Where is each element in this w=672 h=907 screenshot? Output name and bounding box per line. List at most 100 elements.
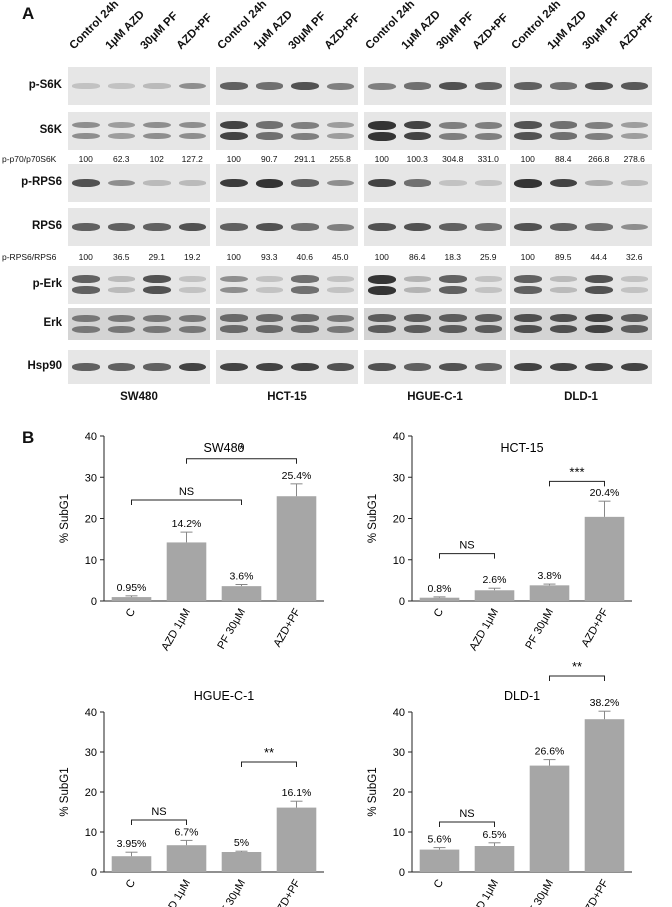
blot-band [291, 362, 319, 372]
blot-band [514, 131, 542, 141]
significance-bracket [186, 458, 297, 464]
significance-bracket [241, 761, 297, 767]
blot-band [178, 362, 206, 372]
blot-band [107, 179, 135, 187]
blot-strip [510, 266, 652, 304]
blot-strip [216, 208, 358, 246]
bar [221, 852, 262, 872]
blot-band [255, 121, 283, 129]
data-label: 3.6% [230, 571, 254, 583]
ratio-value: 304.8 [442, 154, 464, 164]
blot-band [439, 325, 467, 333]
blot-band [326, 132, 354, 140]
significance-label: ** [572, 659, 582, 674]
y-tick-label: 30 [393, 747, 405, 759]
blot-strip [216, 266, 358, 304]
data-label: 6.5% [483, 829, 507, 841]
blot-band [326, 121, 354, 129]
bar [111, 856, 152, 872]
ratio-value: 86.4 [408, 252, 426, 262]
blot-band [326, 82, 354, 90]
bar [419, 597, 460, 601]
bar [584, 719, 625, 872]
category-label: AZD 1μM [159, 878, 193, 907]
blot-band [585, 223, 613, 231]
ratio-value: 32.6 [625, 252, 643, 262]
blot-band [143, 363, 171, 371]
category-label: C [124, 877, 138, 890]
blot-band [368, 82, 396, 90]
blot-strip [364, 164, 506, 202]
bar [276, 807, 317, 872]
significance-bracket [131, 819, 187, 825]
significance-label: ** [264, 745, 274, 760]
blot-band [178, 121, 206, 129]
blot-strip [216, 67, 358, 105]
blot-band [474, 325, 502, 333]
blot-band [620, 132, 648, 140]
blot-strip [68, 112, 210, 150]
category-label: PF 30μM [215, 878, 248, 907]
blot-band [326, 287, 354, 293]
blot-band [255, 314, 283, 322]
blot-band [439, 223, 467, 231]
data-label: 6.7% [175, 826, 199, 838]
ratio-value: 100 [78, 154, 93, 164]
bar [474, 590, 515, 601]
blot-band [514, 178, 542, 188]
ratio-value: 18.3 [444, 252, 462, 262]
chart-title: HCT-15 [500, 441, 543, 455]
blot-band [439, 121, 467, 129]
blot-band [143, 180, 171, 186]
blot-band [403, 222, 431, 232]
blot-band [72, 325, 100, 333]
category-label: C [432, 606, 446, 619]
blot-band [549, 132, 577, 140]
blot-band [107, 325, 135, 333]
blot-band [474, 363, 502, 371]
blot-band [620, 82, 648, 90]
data-label: 0.8% [428, 583, 452, 595]
blot-band [220, 275, 248, 283]
blot-band [291, 81, 319, 91]
significance-bracket [549, 480, 605, 487]
blot-band [439, 275, 467, 283]
ratio-value: 100 [374, 252, 389, 262]
y-tick-label: 20 [85, 787, 97, 799]
blot-band [620, 362, 648, 372]
bar [474, 846, 515, 872]
blot-band [326, 314, 354, 322]
blot-band [291, 223, 319, 231]
significance-label: NS [459, 808, 474, 820]
blot-band [368, 314, 396, 322]
blot-band [549, 362, 577, 372]
blot-band [474, 82, 502, 90]
y-tick-label: 0 [91, 867, 97, 879]
blot-band [403, 120, 431, 130]
blot-band [549, 287, 577, 293]
blot-band [514, 82, 542, 90]
blot-row-label: S6K [39, 124, 62, 136]
blot-band [178, 287, 206, 293]
blot-band [474, 132, 502, 140]
blot-row-label: p-Erk [32, 278, 62, 290]
blot-band [72, 286, 100, 294]
blot-strip [510, 164, 652, 202]
data-label: 0.95% [117, 582, 147, 594]
data-label: 2.6% [483, 574, 507, 586]
blot-band [220, 131, 248, 141]
blot-band [514, 313, 542, 323]
blot-band [178, 222, 206, 232]
data-label: 3.95% [117, 838, 147, 850]
blot-band [368, 131, 396, 141]
y-tick-label: 30 [85, 472, 97, 484]
blot-band [585, 180, 613, 186]
blot-band [439, 180, 467, 186]
blot-band [620, 314, 648, 322]
blot-band [178, 132, 206, 140]
blot-band [585, 132, 613, 140]
blot-band [178, 180, 206, 186]
blot-band [514, 286, 542, 294]
blot-band [220, 223, 248, 231]
